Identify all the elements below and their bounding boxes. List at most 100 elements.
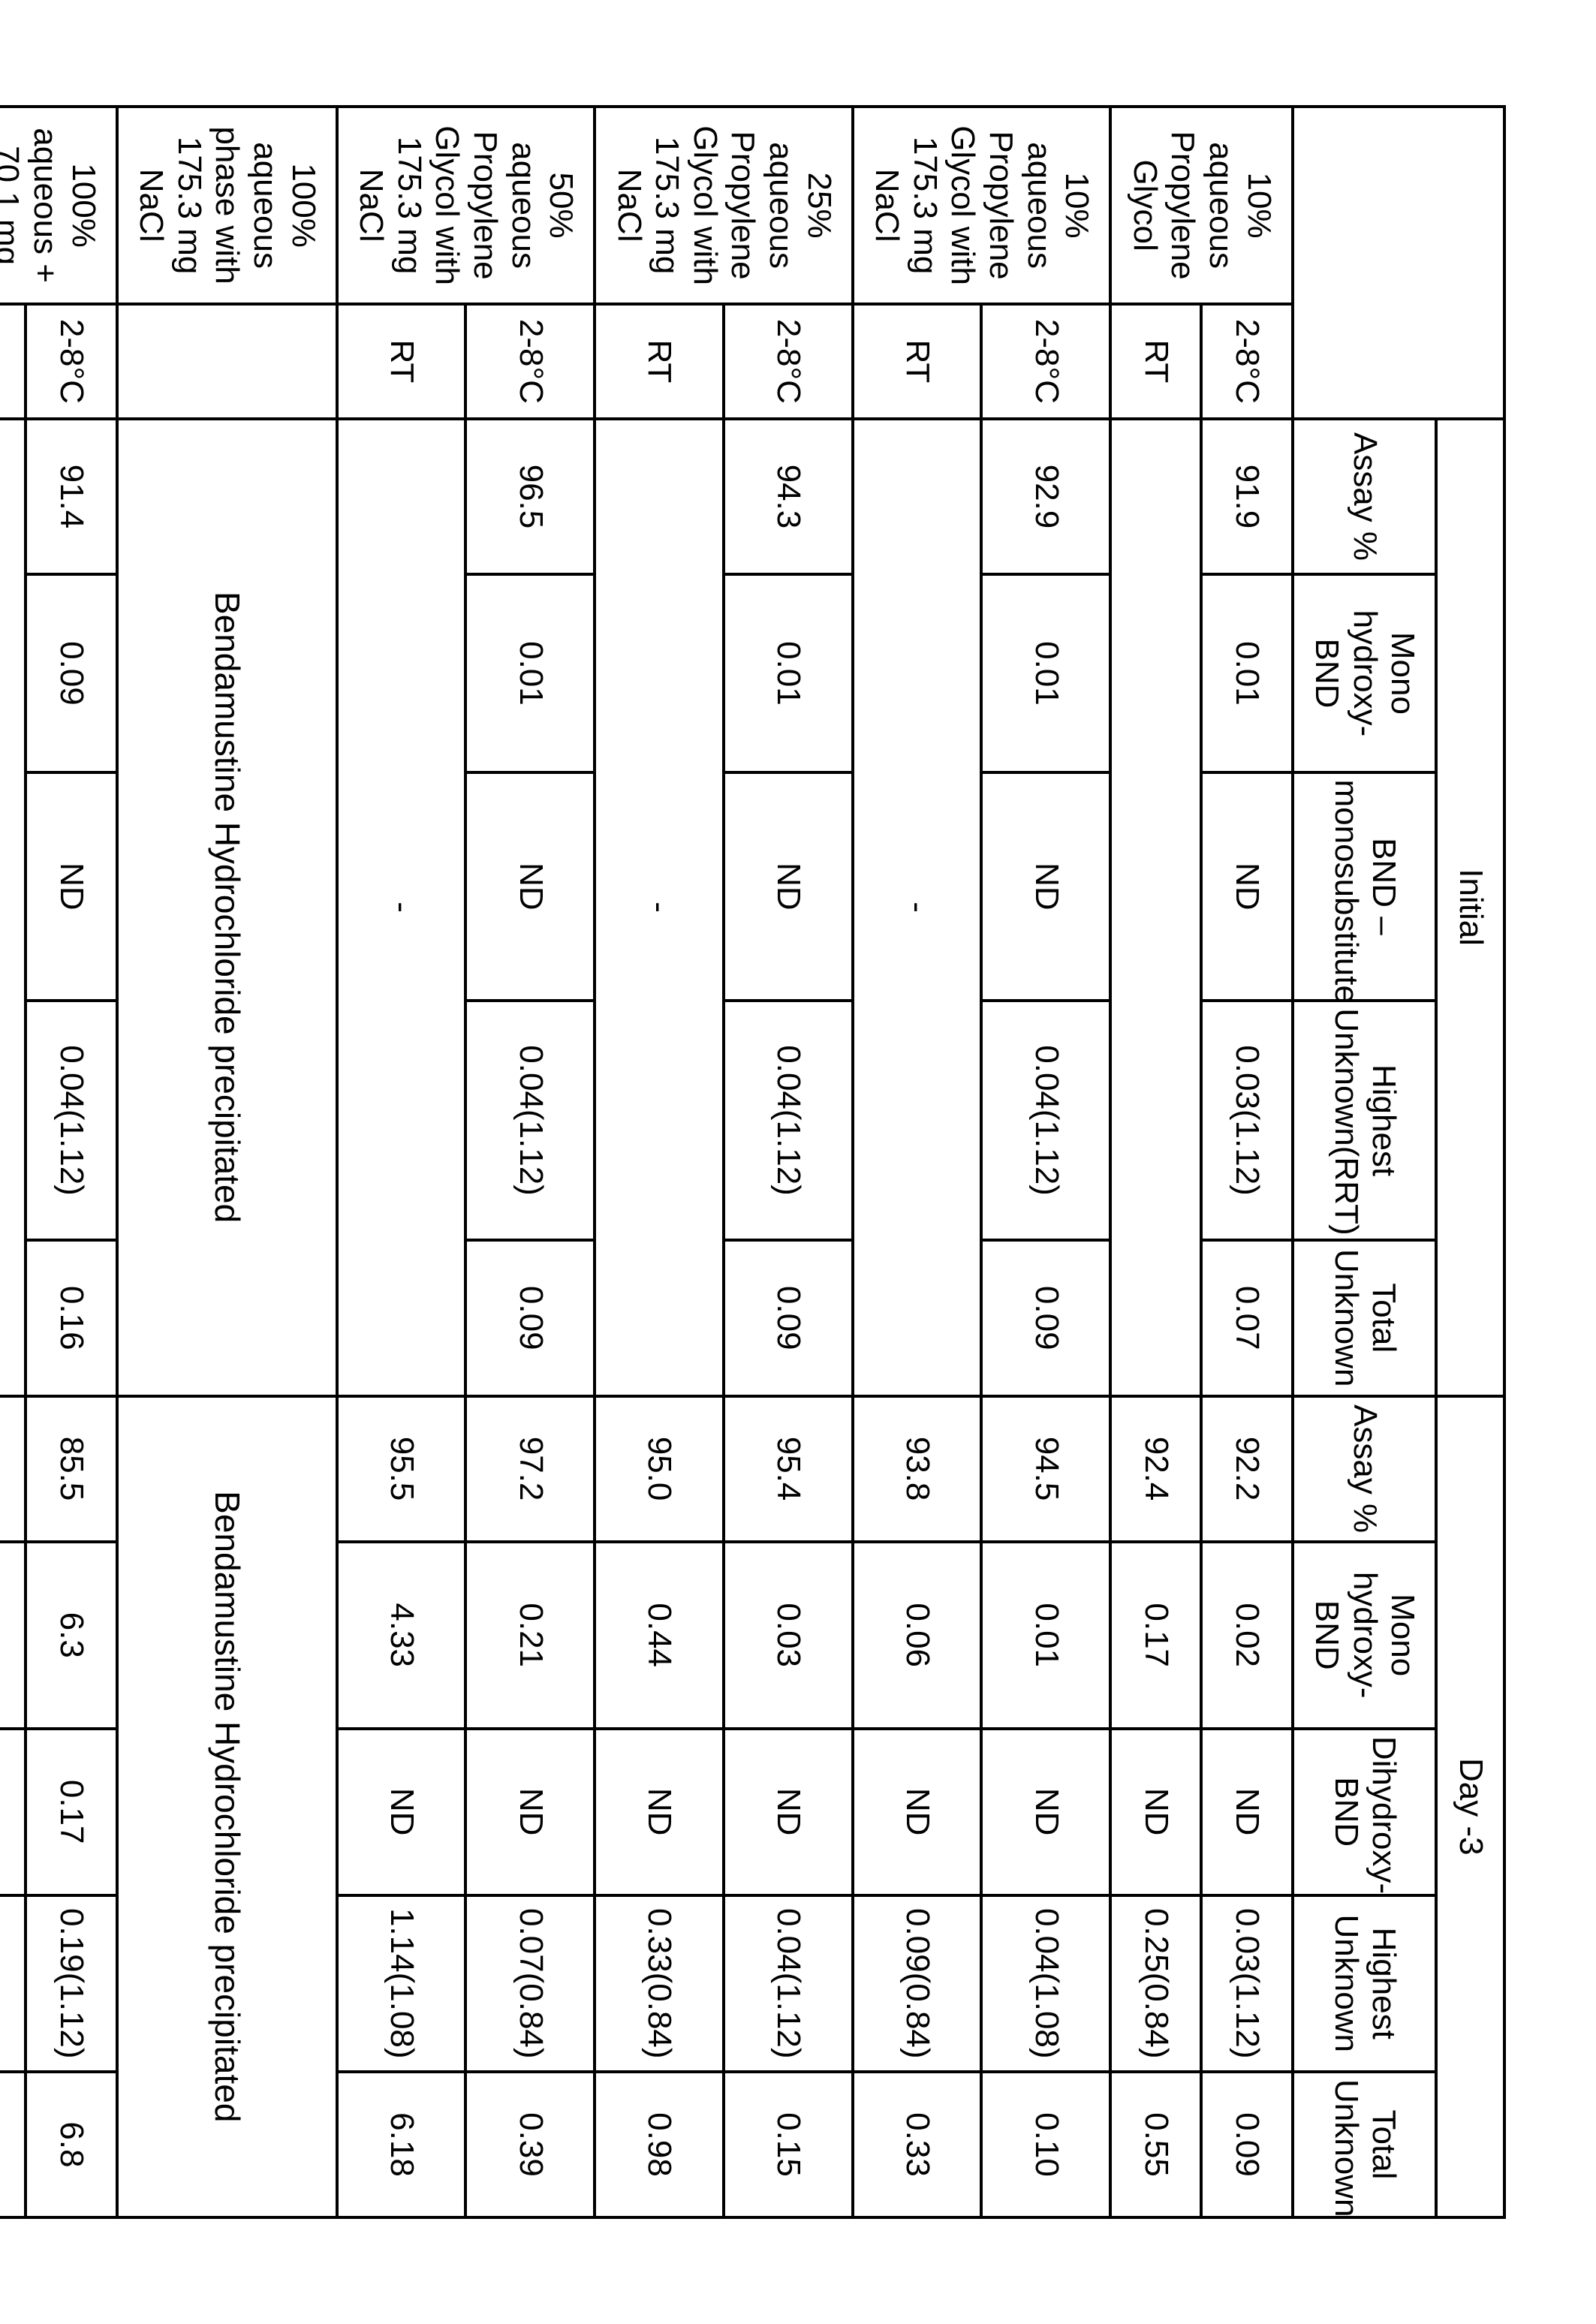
data-cell: 0.07(0.84) — [465, 1895, 595, 2072]
data-cell: 0.33(0.84) — [595, 1895, 724, 2072]
data-cell: 0.44 — [595, 1542, 724, 1729]
col-mono-d3: Mono hydroxy- BND — [1293, 1542, 1437, 1729]
table-row: 50% aqueous Propylene Glycol with 175.3 … — [465, 107, 595, 2217]
formulation-label: 10% aqueous Propylene Glycol with 175.3 … — [853, 107, 1111, 304]
temp-cell: RT — [595, 304, 724, 418]
data-cell: 6.8 — [26, 2072, 116, 2217]
formulation-label: 10% aqueous Propylene Glycol — [1110, 107, 1292, 304]
data-cell: ND — [26, 772, 116, 1001]
table-row: 10% aqueous Propylene Glycol with 175.3 … — [981, 107, 1110, 2217]
data-cell: 0.09 — [1201, 2072, 1292, 2217]
table-row: RT - 23.7 44.4 41.7 0.34(1.12) 87.0 — [0, 107, 26, 2217]
data-cell: 0.39 — [465, 2072, 595, 2217]
temp-cell: 2-8°C — [1201, 304, 1292, 418]
table-row: 10% aqueous Propylene Glycol 2-8°C 91.9 … — [1201, 107, 1292, 2217]
data-cell: 92.4 — [1110, 1396, 1201, 1542]
table-row: 100% aqueous phase with 175.3 mg NaCl Be… — [117, 107, 337, 2217]
data-cell: 0.55 — [1110, 2072, 1201, 2217]
table-row: RT - 93.8 0.06 ND 0.09(0.84) 0.33 — [853, 107, 982, 2217]
data-cell: 95.0 — [595, 1396, 724, 1542]
data-cell: 93.8 — [853, 1396, 982, 1542]
data-cell: 41.7 — [0, 1729, 26, 1895]
data-cell: 91.9 — [1201, 419, 1292, 575]
table-row: 100% aqueous + 70.1 mg NaCl 2-8°C 91.4 0… — [26, 107, 116, 2217]
data-cell: 0.04(1.12) — [26, 1001, 116, 1240]
precipitated-cell: Bendamustine Hydrochloride precipitated — [117, 1396, 337, 2217]
dash-cell: - — [0, 419, 26, 1396]
data-cell: 0.04(1.12) — [981, 1001, 1110, 1240]
data-cell: 0.02 — [1201, 1542, 1292, 1729]
header-blank — [1293, 107, 1504, 419]
header-row-2: Assay % Mono hydroxy- BND BND – monosubs… — [1293, 107, 1437, 2217]
col-dihydroxy: Dihydroxy- BND — [1293, 1729, 1437, 1895]
data-cell: 92.2 — [1201, 1396, 1292, 1542]
data-cell: 1.14(1.08) — [337, 1895, 466, 2072]
data-cell: 0.04(1.12) — [465, 1001, 595, 1240]
data-cell: 0.03(1.12) — [1201, 1001, 1292, 1240]
temp-cell: 2-8°C — [26, 304, 116, 418]
data-cell: 0.07 — [1201, 1240, 1292, 1396]
col-assay-initial: Assay % — [1293, 419, 1437, 575]
formulation-label: 100% aqueous phase with 175.3 mg NaCl — [117, 107, 337, 304]
data-cell: 6.18 — [337, 2072, 466, 2217]
temp-cell: RT — [0, 304, 26, 418]
col-highest-unknown-rrt: Highest Unknown(RRT) — [1293, 1001, 1437, 1240]
temp-cell: 2-8°C — [724, 304, 853, 418]
data-cell: ND — [853, 1729, 982, 1895]
table-row: 25% aqueous Propylene Glycol with 175.3 … — [724, 107, 853, 2217]
data-cell: 0.09 — [724, 1240, 853, 1396]
stability-table: Initial Day -3 Assay % Mono hydroxy- BND… — [0, 105, 1506, 2219]
col-total-unknown-initial: Total Unknown — [1293, 1240, 1437, 1396]
data-cell: 4.33 — [337, 1542, 466, 1729]
table-row: RT - 95.0 0.44 ND 0.33(0.84) 0.98 — [595, 107, 724, 2217]
data-cell: ND — [724, 772, 853, 1001]
col-bnd-monosub: BND – monosubstitute — [1293, 772, 1437, 1001]
data-cell: 94.5 — [981, 1396, 1110, 1542]
data-cell: 91.4 — [26, 419, 116, 575]
data-cell: 87.0 — [0, 2072, 26, 2217]
data-cell: 0.04(1.12) — [724, 1895, 853, 2072]
data-cell: ND — [465, 772, 595, 1001]
data-cell: 0.09 — [26, 574, 116, 772]
data-cell: 94.3 — [724, 419, 853, 575]
data-cell: ND — [337, 1729, 466, 1895]
data-cell: 0.04(1.12) — [724, 1001, 853, 1240]
data-cell: 0.01 — [981, 574, 1110, 772]
data-cell: 0.01 — [1201, 574, 1292, 772]
data-cell: 44.4 — [0, 1542, 26, 1729]
data-cell: 6.3 — [26, 1542, 116, 1729]
data-cell: ND — [595, 1729, 724, 1895]
temp-cell: 2-8°C — [465, 304, 595, 418]
temp-cell: RT — [337, 304, 466, 418]
data-cell: 92.9 — [981, 419, 1110, 575]
data-cell: ND — [1110, 1729, 1201, 1895]
formulation-label: 50% aqueous Propylene Glycol with 175.3 … — [337, 107, 595, 304]
dash-cell: - — [595, 419, 724, 1396]
data-cell: 0.09(0.84) — [853, 1895, 982, 2072]
data-cell: 0.33 — [853, 2072, 982, 2217]
data-cell: 97.2 — [465, 1396, 595, 1542]
data-cell: ND — [465, 1729, 595, 1895]
col-highest-unknown-d3: Highest Unknown — [1293, 1895, 1437, 2072]
data-cell: 0.01 — [981, 1542, 1110, 1729]
data-cell: 0.01 — [465, 574, 595, 772]
header-initial: Initial — [1436, 419, 1504, 1396]
data-cell: 0.01 — [724, 574, 853, 772]
data-cell: 0.19(1.12) — [26, 1895, 116, 2072]
col-assay-d3: Assay % — [1293, 1396, 1437, 1542]
blank-cell — [1110, 419, 1201, 1396]
data-cell: 95.5 — [337, 1396, 466, 1542]
data-cell: ND — [981, 1729, 1110, 1895]
data-cell: 0.98 — [595, 2072, 724, 2217]
data-cell: 0.03(1.12) — [1201, 1895, 1292, 2072]
precipitated-cell: Bendamustine Hydrochloride precipitated — [117, 419, 337, 1396]
data-cell: ND — [724, 1729, 853, 1895]
col-mono-initial: Mono hydroxy- BND — [1293, 574, 1437, 772]
data-cell: 0.17 — [1110, 1542, 1201, 1729]
data-cell: ND — [1201, 1729, 1292, 1895]
table-row: RT - 95.5 4.33 ND 1.14(1.08) 6.18 — [337, 107, 466, 2217]
data-cell: 95.4 — [724, 1396, 853, 1542]
data-cell: 0.17 — [26, 1729, 116, 1895]
data-cell: 0.06 — [853, 1542, 982, 1729]
data-cell: 0.10 — [981, 2072, 1110, 2217]
